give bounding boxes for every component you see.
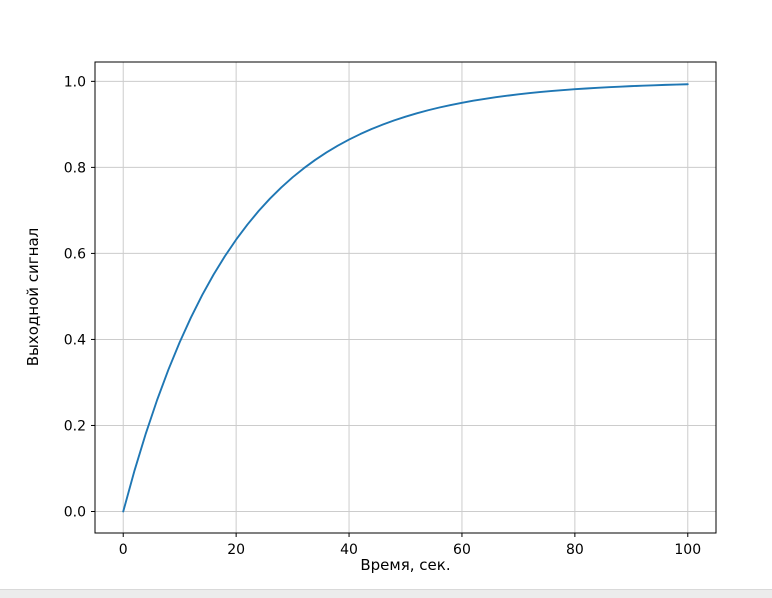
- x-tick-label: 100: [674, 542, 701, 558]
- x-tick-label: 0: [119, 542, 128, 558]
- y-tick-label: 0.6: [64, 246, 86, 262]
- y-tick-label: 0.8: [64, 160, 86, 176]
- x-axis-label: Время, сек.: [360, 556, 451, 574]
- x-tick-label: 60: [453, 542, 471, 558]
- x-tick-label: 40: [340, 542, 358, 558]
- y-tick-label: 0.0: [64, 504, 86, 520]
- y-tick-label: 1.0: [64, 74, 86, 90]
- axes-frame: [94, 61, 717, 534]
- series-line: [122, 83, 689, 513]
- x-tick-label: 20: [227, 542, 245, 558]
- y-tick-label: 0.2: [64, 418, 86, 434]
- window-bottom-edge: [0, 589, 772, 598]
- y-tick-label: 0.4: [64, 332, 86, 348]
- x-tick-label: 80: [566, 542, 584, 558]
- y-axis-label: Выходной сигнал: [24, 227, 42, 367]
